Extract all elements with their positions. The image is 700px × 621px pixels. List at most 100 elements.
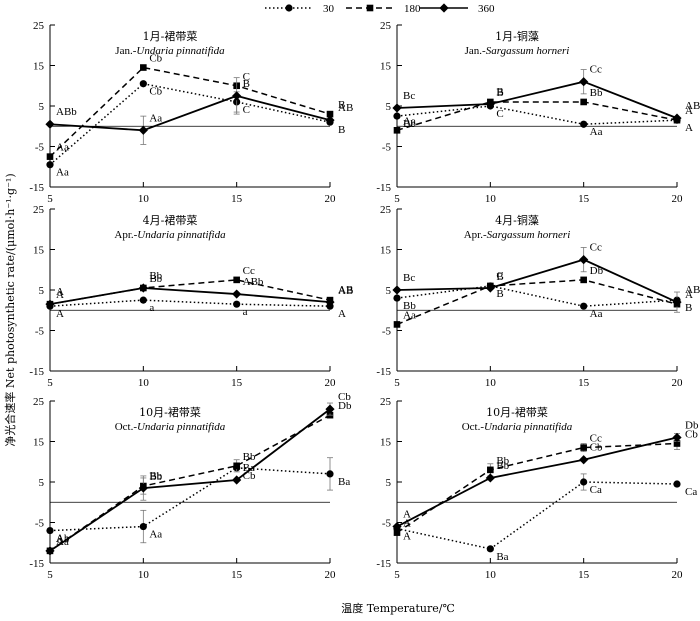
y-tick-label: 15 — [33, 245, 45, 257]
significance-label: Bb — [403, 118, 416, 130]
legend-label-360: 360 — [478, 3, 495, 15]
data-point-180 — [393, 529, 401, 536]
data-point-360 — [138, 125, 148, 135]
panel-subtitle: Oct.-Undaria pinnatifida — [115, 421, 226, 433]
y-tick-label: 15 — [33, 61, 45, 73]
x-tick-label: 5 — [394, 569, 400, 581]
series-line-360 — [396, 80, 678, 119]
y-tick-label: -5 — [382, 518, 392, 530]
y-axis-label: 净光合速率 Net photosynthetic rate/(μmol·h⁻¹·… — [3, 173, 17, 446]
data-point-360 — [485, 283, 495, 293]
significance-label: Cc — [590, 242, 602, 254]
data-point-30 — [46, 527, 54, 535]
data-point-30 — [673, 480, 681, 488]
legend: 30 180 360 — [265, 3, 495, 15]
significance-label: Aa — [149, 529, 162, 541]
significance-label: A — [403, 509, 411, 521]
data-point-360 — [672, 297, 682, 307]
significance-label: Bb — [149, 273, 162, 285]
significance-label: B — [496, 288, 503, 300]
data-point-180 — [487, 466, 494, 474]
series-line-360 — [396, 436, 678, 528]
data-point-360 — [485, 473, 495, 483]
y-tick-label: 25 — [33, 396, 45, 408]
significance-label: Cc — [243, 265, 255, 277]
data-point-180 — [580, 444, 587, 451]
x-tick-label: 10 — [138, 569, 150, 581]
panel-6: -15 -5 5 15 25 5 10 15 20 10月-裙带菜 Oct.-Undaria pin… — [376, 396, 699, 581]
series-line-360 — [49, 287, 331, 306]
data-point-360 — [672, 432, 682, 443]
panel-2: -15 -5 5 15 25 5 10 15 20 1月-铜藻 Jan.-Sargassum hor… — [376, 20, 700, 205]
x-tick-label: 15 — [578, 569, 590, 581]
significance-label: Bb — [496, 455, 509, 467]
data-point-360 — [392, 521, 402, 532]
significance-label: Aa — [403, 115, 416, 127]
panel-subtitle: Apr.-Sargassum horneri — [464, 229, 571, 241]
significance-label: Ca — [685, 486, 697, 498]
data-point-360 — [672, 113, 682, 123]
series-line-180 — [396, 101, 678, 132]
x-tick-label: 10 — [485, 377, 497, 389]
series-line-30 — [49, 467, 331, 532]
series-line-30 — [396, 481, 678, 550]
significance-label: a — [149, 302, 154, 314]
significance-label: A — [56, 308, 64, 320]
data-point-360 — [45, 299, 55, 309]
data-point-360 — [232, 91, 242, 101]
y-tick-label: -5 — [382, 326, 392, 338]
x-tick-label: 10 — [138, 193, 150, 205]
significance-label: A — [56, 289, 64, 301]
significance-label: C — [243, 71, 250, 83]
data-point-180 — [673, 440, 681, 447]
significance-label: Bb — [590, 87, 603, 99]
y-tick-label: -15 — [376, 182, 391, 194]
x-tick-label: 20 — [325, 193, 337, 205]
panel-title: 4月-裙带菜 — [143, 214, 198, 227]
series-line-30 — [49, 82, 331, 166]
significance-label: Cc — [590, 433, 602, 445]
significance-label: B — [685, 302, 692, 314]
significance-label: Ba — [243, 462, 255, 474]
significance-label: Aa — [56, 142, 69, 154]
y-tick-label: 5 — [386, 101, 392, 113]
significance-label: Aa — [590, 126, 603, 138]
significance-label: B — [243, 78, 250, 90]
x-tick-label: 20 — [672, 377, 684, 389]
x-axis-label: 温度 Temperature/℃ — [341, 601, 455, 615]
x-tick-label: 5 — [394, 377, 400, 389]
data-point-180 — [140, 64, 147, 71]
data-point-30 — [139, 80, 147, 88]
data-point-360 — [579, 455, 589, 465]
series-line-180 — [396, 279, 678, 326]
y-tick-label: 25 — [33, 20, 45, 32]
significance-label: ABb — [56, 106, 77, 118]
panel-subtitle: Jan.-Sargassum horneri — [465, 45, 570, 57]
significance-label: Cb — [149, 86, 162, 98]
significance-label: C — [496, 270, 503, 282]
panel-1: -15 -5 5 15 25 5 10 15 20 1月-裙带菜 Jan.-Undaria pinn… — [29, 20, 353, 205]
significance-label: Cb — [685, 429, 698, 441]
significance-label: Ab — [56, 533, 70, 545]
series-line-180 — [49, 414, 331, 552]
y-tick-label: 5 — [39, 285, 45, 297]
data-point-180 — [326, 110, 334, 118]
data-point-180 — [233, 462, 240, 470]
data-point-360 — [138, 283, 148, 293]
significance-label: B — [338, 124, 345, 136]
significance-label: Bb — [496, 460, 509, 472]
legend-label-30: 30 — [323, 3, 335, 15]
significance-label: C — [243, 104, 250, 116]
panel-title: 10月-裙带菜 — [139, 406, 201, 419]
y-tick-label: -15 — [376, 558, 391, 570]
data-point-360 — [232, 289, 242, 299]
significance-label: Db — [338, 400, 352, 412]
x-tick-label: 15 — [231, 193, 243, 205]
significance-label: Aa — [56, 533, 69, 545]
data-point-30 — [393, 294, 401, 302]
significance-label: C — [496, 108, 503, 120]
significance-label: A — [685, 289, 693, 301]
data-point-180 — [393, 127, 401, 134]
